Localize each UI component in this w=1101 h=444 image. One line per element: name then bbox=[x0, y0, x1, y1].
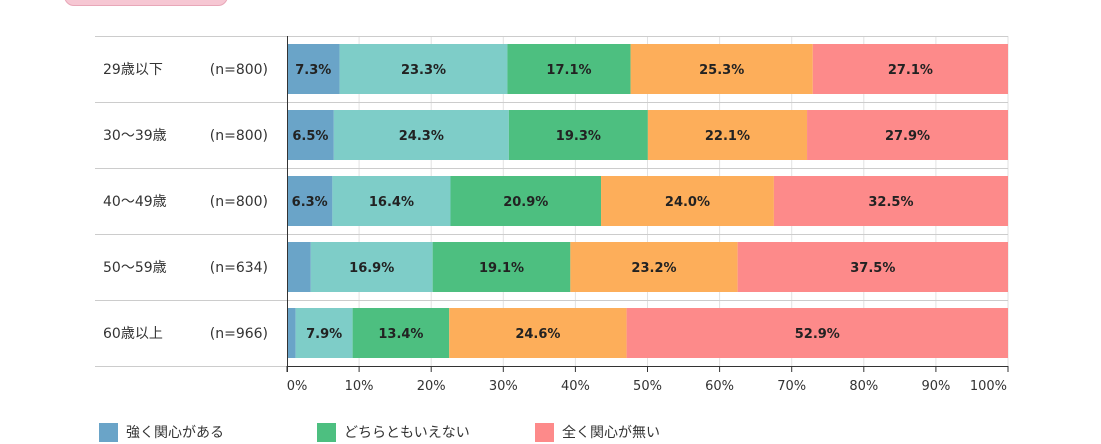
row-category-label: 30～39歳 bbox=[103, 128, 167, 144]
bar-segment bbox=[630, 44, 813, 94]
data-label: 52.9% bbox=[795, 327, 840, 342]
data-label: 13.4% bbox=[378, 327, 423, 342]
legend-label: 強く関心がある bbox=[126, 425, 224, 441]
data-label: 25.3% bbox=[699, 63, 744, 78]
x-tick-label: 30% bbox=[489, 379, 518, 394]
x-tick-label: 100% bbox=[970, 379, 1007, 394]
data-label: 22.1% bbox=[705, 129, 750, 144]
row-sample-size: (n=800) bbox=[210, 128, 268, 144]
row-category-label: 29歳以下 bbox=[103, 62, 163, 78]
data-label: 16.4% bbox=[369, 195, 414, 210]
legend-swatch bbox=[535, 423, 554, 442]
data-label: 24.0% bbox=[665, 195, 710, 210]
bar-segment bbox=[449, 308, 627, 358]
row-category-label: 40～49歳 bbox=[103, 194, 167, 210]
x-tick-label: 80% bbox=[849, 379, 878, 394]
x-tick-label: 50% bbox=[633, 379, 662, 394]
bar-segment bbox=[626, 308, 1008, 358]
row-category-label: 60歳以上 bbox=[103, 326, 163, 342]
row-sample-size: (n=800) bbox=[210, 62, 268, 78]
bar-segment bbox=[332, 176, 451, 226]
bar-segment bbox=[333, 110, 509, 160]
data-label: 23.3% bbox=[401, 63, 446, 78]
legend-swatch bbox=[99, 423, 118, 442]
bar-segment bbox=[812, 44, 1008, 94]
row-sample-size: (n=966) bbox=[210, 326, 268, 342]
legend-label: 全く関心が無い bbox=[562, 424, 660, 441]
bar-segment bbox=[773, 176, 1008, 226]
row-sample-size: (n=800) bbox=[210, 194, 268, 210]
data-label: 19.3% bbox=[556, 129, 601, 144]
data-label: 16.9% bbox=[349, 261, 394, 276]
bar-segment bbox=[737, 242, 1008, 292]
x-tick-label: 40% bbox=[561, 379, 590, 394]
data-label: 17.1% bbox=[546, 63, 591, 78]
bar-segment bbox=[352, 308, 450, 358]
data-label: 27.9% bbox=[885, 129, 930, 144]
data-label: 32.5% bbox=[868, 195, 913, 210]
data-label: 37.5% bbox=[850, 261, 895, 276]
data-label: 27.1% bbox=[888, 63, 933, 78]
data-label: 23.2% bbox=[631, 261, 676, 276]
data-label: 6.3% bbox=[292, 195, 328, 210]
bar-segment bbox=[295, 308, 353, 358]
x-tick-label: 0% bbox=[287, 379, 308, 394]
data-label: 19.1% bbox=[479, 261, 524, 276]
data-label: 24.6% bbox=[515, 327, 560, 342]
bar-segment bbox=[287, 110, 334, 160]
bar-segment bbox=[432, 242, 571, 292]
bar-segment bbox=[287, 308, 296, 358]
bar-segment bbox=[339, 44, 508, 94]
legend-swatch bbox=[317, 423, 336, 442]
bar-segment bbox=[287, 242, 311, 292]
data-label: 7.3% bbox=[295, 63, 331, 78]
bar-segment bbox=[647, 110, 808, 160]
bar-segment bbox=[601, 176, 774, 226]
x-tick-label: 90% bbox=[921, 379, 950, 394]
data-label: 24.3% bbox=[399, 129, 444, 144]
x-tick-label: 20% bbox=[417, 379, 446, 394]
legend-label: どちらともいえない bbox=[344, 425, 470, 441]
bar-segment bbox=[807, 110, 1008, 160]
bar-segment bbox=[287, 44, 340, 94]
x-tick-label: 10% bbox=[345, 379, 374, 394]
data-label: 7.9% bbox=[306, 327, 342, 342]
data-label: 20.9% bbox=[503, 195, 548, 210]
x-tick-label: 70% bbox=[777, 379, 806, 394]
bar-segment bbox=[287, 176, 333, 226]
row-category-label: 50～59歳 bbox=[103, 260, 167, 276]
data-label: 6.5% bbox=[292, 129, 328, 144]
bar-segment bbox=[507, 44, 631, 94]
bar-segment bbox=[450, 176, 602, 226]
row-sample-size: (n=634) bbox=[210, 260, 268, 276]
x-tick-label: 60% bbox=[705, 379, 734, 394]
bar-segment bbox=[508, 110, 648, 160]
bar-segment bbox=[570, 242, 738, 292]
bar-segment bbox=[310, 242, 433, 292]
